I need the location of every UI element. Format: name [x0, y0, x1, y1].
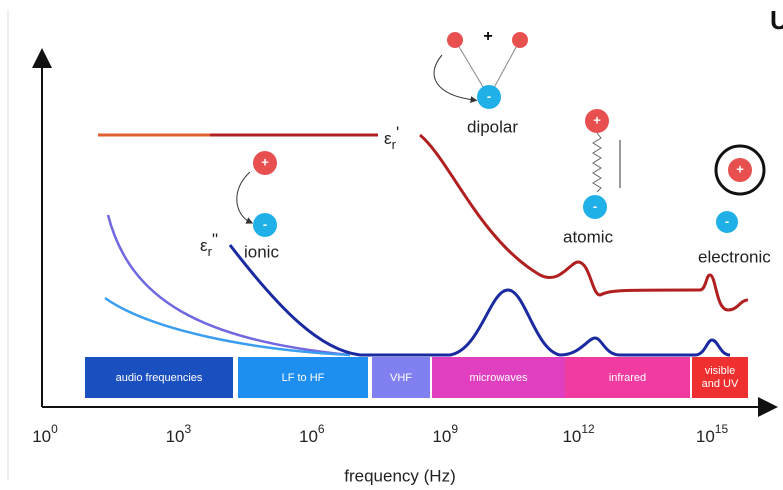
- diagram: U audio frequencies LF to HF VHF microwaves…: [0, 0, 783, 490]
- motion-arrow: [237, 172, 250, 222]
- corner-letter: U: [770, 5, 783, 35]
- dipolar-icon: + - dipolar: [434, 28, 528, 136]
- band-label: LF to HF: [282, 372, 325, 384]
- tick-label: 103: [166, 422, 192, 446]
- band-label: and UV: [702, 378, 739, 390]
- imag-part-label: εr": [200, 230, 218, 259]
- ionic-icon: + - ionic: [237, 151, 280, 261]
- plus: +: [736, 161, 744, 176]
- tick-exponent: 3: [185, 422, 192, 436]
- mechanism-label: electronic: [698, 247, 771, 266]
- tick-label: 1012: [562, 422, 595, 446]
- minus: -: [487, 88, 491, 103]
- tick-label: 109: [432, 422, 458, 446]
- atomic-icon: + - atomic: [563, 109, 620, 246]
- plus: +: [593, 112, 601, 127]
- tick-base: 10: [562, 427, 581, 446]
- prime: ': [396, 123, 399, 142]
- tick-exponent: 15: [715, 422, 729, 436]
- band-label: audio frequencies: [116, 372, 203, 384]
- tick-exponent: 12: [581, 422, 595, 436]
- charge: [512, 32, 528, 48]
- band-strip: audio frequencies LF to HF VHF microwaves in…: [85, 357, 748, 398]
- mechanism-label: atomic: [563, 227, 614, 246]
- tick-exponent: 9: [451, 422, 458, 436]
- x-axis-label: frequency (Hz): [344, 466, 455, 485]
- plus: +: [483, 28, 492, 45]
- tick-exponent: 6: [318, 422, 325, 436]
- charge: [447, 32, 463, 48]
- plus: +: [261, 154, 269, 169]
- minus: -: [593, 198, 597, 213]
- band-label: microwaves: [469, 372, 528, 384]
- tick-base: 10: [432, 427, 451, 446]
- real-part-label: εr': [384, 123, 399, 152]
- tick-label: 100: [32, 422, 58, 446]
- minus: -: [725, 213, 729, 228]
- mechanism-label: ionic: [244, 242, 279, 261]
- spring: [593, 133, 601, 192]
- mechanism-label: dipolar: [467, 117, 518, 136]
- tick-label: 1015: [696, 422, 729, 446]
- tick-exponent: 0: [51, 422, 58, 436]
- curve-imaginary: [230, 245, 730, 355]
- curve-dc-loss: [105, 298, 350, 355]
- tick-base: 10: [166, 427, 185, 446]
- tick-base: 10: [32, 427, 51, 446]
- band-label: visible: [705, 365, 736, 377]
- band-label: VHF: [390, 372, 412, 384]
- electronic-icon: + - electronic: [698, 146, 771, 266]
- band-label: infrared: [609, 372, 646, 384]
- tick-base: 10: [696, 427, 715, 446]
- tick-label: 106: [299, 422, 325, 446]
- minus: -: [263, 216, 267, 231]
- tick-base: 10: [299, 427, 318, 446]
- prime: ": [212, 230, 218, 249]
- curve-real: [210, 135, 748, 310]
